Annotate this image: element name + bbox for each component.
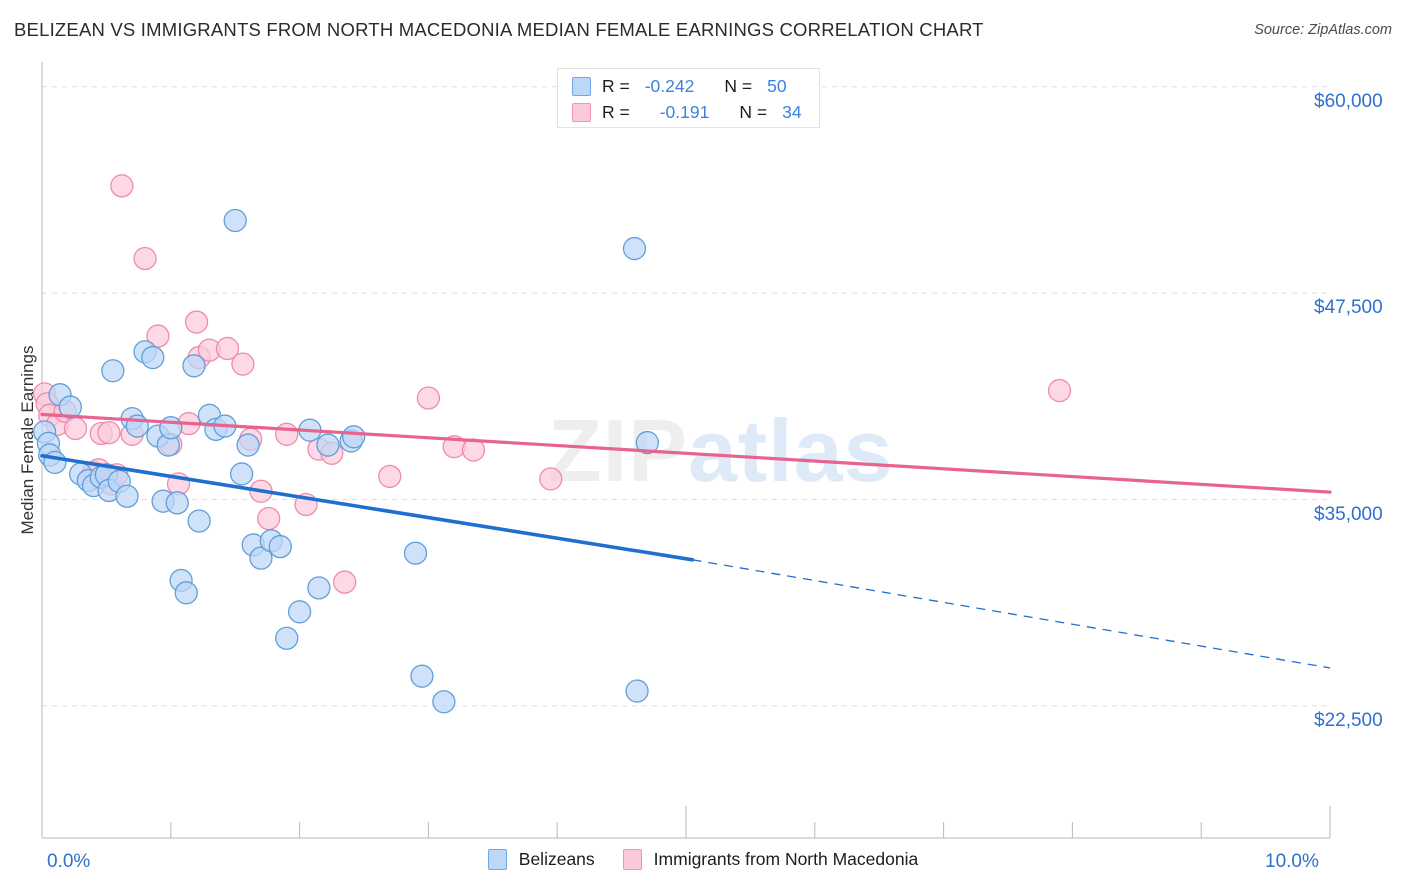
series-legend: Belizeans Immigrants from North Macedoni… <box>0 849 1406 870</box>
legend-swatch-belizeans-icon <box>572 76 591 96</box>
n-label-immigrants: N = <box>739 101 768 122</box>
points-immigrants-from-north-macedonia <box>32 174 1072 594</box>
page-title: BELIZEAN VS IMMIGRANTS FROM NORTH MACEDO… <box>14 19 984 40</box>
series-swatch-belizeans-icon <box>487 849 507 870</box>
y-axis-title: Median Female Earnings <box>18 345 37 535</box>
stats-legend-row-belizeans: R = -0.242 N = 50 <box>572 73 787 99</box>
series-legend-label-immigrants: Immigrants from North Macedonia <box>653 849 919 869</box>
points-belizeans <box>32 208 660 714</box>
r-value-belizeans: -0.242 <box>644 75 695 96</box>
source-attribution: Source: ZipAtlas.com <box>1254 22 1392 38</box>
r-value-immigrants: -0.191 <box>659 101 710 122</box>
y-tick-label-22500: $22,500 <box>1314 709 1383 731</box>
series-legend-item-immigrants[interactable]: Immigrants from North Macedonia <box>622 849 919 870</box>
gridlines <box>42 86 1330 707</box>
n-value-belizeans: 50 <box>767 75 787 96</box>
n-label-belizeans: N = <box>724 75 753 96</box>
n-value-immigrants: 34 <box>782 101 802 122</box>
y-tick-label-60000: $60,000 <box>1314 90 1383 112</box>
series-legend-label-belizeans: Belizeans <box>518 849 595 869</box>
trend-lines <box>40 412 1332 669</box>
correlation-stats-legend: R = -0.242 N = 50 R = -0.191 N = 34 <box>557 68 820 128</box>
y-tick-label-47500: $47,500 <box>1314 297 1383 319</box>
series-legend-item-belizeans[interactable]: Belizeans <box>487 849 595 870</box>
r-label-belizeans: R = <box>602 75 630 96</box>
legend-swatch-immigrants-icon <box>572 102 591 122</box>
axis-lines <box>41 62 1330 839</box>
r-label-immigrants: R = <box>602 101 630 122</box>
x-tick-label-min: 0.0% <box>47 851 91 872</box>
x-tick-label-max: 10.0% <box>1265 851 1319 872</box>
series-swatch-immigrants-icon <box>622 849 642 870</box>
x-tick-marks <box>41 806 1331 838</box>
y-tick-label-35000: $35,000 <box>1314 503 1383 525</box>
stats-legend-row-immigrants: R = -0.191 N = 34 <box>572 99 802 125</box>
